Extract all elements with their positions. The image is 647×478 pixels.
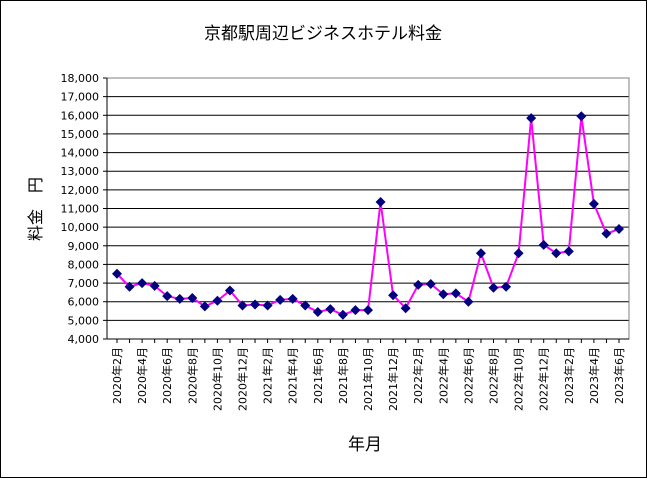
data-point: [438, 289, 449, 300]
y-tick-label: 5,000: [68, 314, 100, 327]
x-tick-label: 2022年10月: [512, 347, 526, 411]
data-point: [588, 198, 599, 209]
y-tick-label: 18,000: [61, 72, 100, 85]
data-point: [513, 248, 524, 259]
data-point: [237, 300, 248, 311]
data-point: [601, 228, 612, 239]
data-point: [463, 296, 474, 307]
data-point: [250, 299, 261, 310]
x-tick-label: 2020年4月: [135, 347, 149, 404]
chart-title: 京都駅周辺ビジネスホテル料金: [204, 24, 442, 44]
y-tick-label: 7,000: [68, 277, 100, 290]
x-tick-label: 2021年10月: [361, 347, 375, 411]
data-point: [312, 306, 323, 317]
x-tick-label: 2020年8月: [185, 347, 199, 404]
y-tick-label: 11,000: [61, 203, 100, 216]
data-point: [300, 300, 311, 311]
x-tick-label: 2020年2月: [110, 347, 124, 404]
x-tick-label: 2023年4月: [587, 347, 601, 404]
data-point: [124, 281, 135, 292]
y-tick-label: 6,000: [68, 296, 100, 309]
data-point: [199, 301, 210, 312]
y-axis-label: 料金 円: [26, 177, 45, 241]
data-point: [112, 268, 122, 279]
data-point: [388, 290, 399, 301]
y-tick-label: 4,000: [68, 333, 100, 346]
data-point: [350, 305, 361, 316]
data-point: [538, 239, 549, 250]
y-tick-label: 9,000: [68, 240, 100, 253]
y-tick-label: 8,000: [68, 258, 100, 271]
x-tick-label: 2022年2月: [411, 347, 425, 404]
x-tick-label: 2021年4月: [286, 347, 300, 404]
x-tick-label: 2021年2月: [261, 347, 275, 404]
data-point: [187, 292, 198, 303]
y-tick-label: 17,000: [61, 91, 100, 104]
y-tick-label: 12,000: [61, 184, 100, 197]
data-point: [162, 291, 173, 302]
y-tick-label: 15,000: [61, 128, 100, 141]
x-tick-label: 2022年12月: [537, 347, 551, 411]
x-tick-label: 2021年8月: [336, 347, 350, 404]
data-point: [475, 248, 486, 259]
x-tick-label: 2020年10月: [210, 347, 224, 411]
data-point: [174, 293, 185, 304]
x-tick-label: 2023年2月: [562, 347, 576, 404]
data-point: [400, 303, 411, 314]
data-point: [450, 288, 461, 299]
x-tick-label: 2023年6月: [612, 347, 626, 404]
x-tick-label: 2021年6月: [311, 347, 325, 404]
plot-area: 4,000 5,000 6,000 7,000 8,000 9,000 10,000 11,0…: [61, 72, 630, 411]
x-tick-label: 2020年6月: [160, 347, 174, 404]
y-tick-label: 14,000: [61, 147, 100, 160]
data-point: [576, 111, 587, 122]
y-tick-label: 16,000: [61, 109, 100, 122]
data-point: [614, 224, 624, 235]
data-point: [275, 294, 286, 305]
x-tick-label: 2021年12月: [386, 347, 400, 411]
data-point: [212, 295, 223, 306]
x-tick-label: 2020年12月: [236, 347, 250, 411]
data-point: [325, 304, 336, 315]
y-tick-label: 13,000: [61, 165, 100, 178]
data-point: [413, 279, 424, 290]
x-axis-label: 年月: [348, 435, 382, 455]
data-point: [262, 300, 273, 311]
data-point: [224, 285, 235, 296]
x-tick-label: 2022年8月: [487, 347, 501, 404]
data-point: [425, 279, 436, 290]
data-point: [501, 281, 512, 292]
x-tick-label: 2022年4月: [436, 347, 450, 404]
data-point: [526, 113, 537, 124]
y-tick-label: 10,000: [61, 221, 100, 234]
data-point: [551, 248, 562, 259]
data-point: [363, 305, 373, 316]
data-point: [287, 293, 298, 304]
data-point: [488, 282, 499, 293]
x-tick-label: 2022年6月: [461, 347, 475, 404]
data-point: [375, 196, 386, 207]
data-point: [149, 280, 160, 291]
data-point: [337, 309, 348, 320]
data-point: [137, 278, 148, 289]
data-point: [563, 246, 574, 257]
